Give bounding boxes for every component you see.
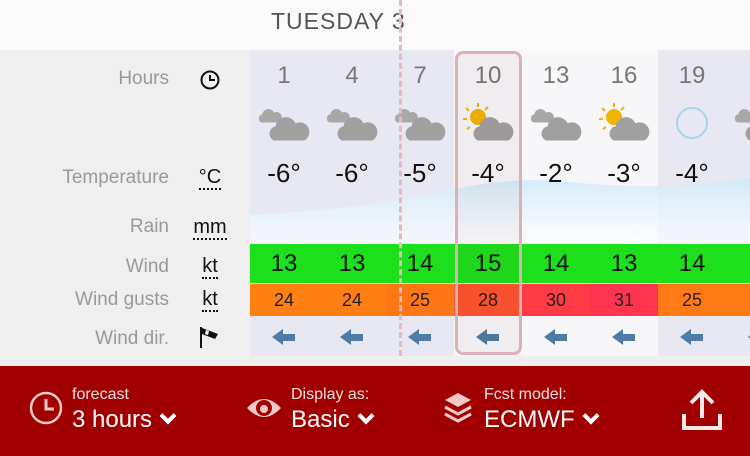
hour: 7 <box>413 62 427 89</box>
gust-value: 28 <box>454 284 522 316</box>
day-separator <box>399 0 402 356</box>
day-title: TUESDAY 3 <box>271 8 406 34</box>
wind-arrow-icon <box>680 329 703 345</box>
forecast-column[interactable]: 19 -4° 14 25 <box>658 50 726 356</box>
temperature-value: -3° <box>607 158 641 188</box>
rain-unit[interactable]: mm <box>193 216 227 240</box>
wind-value: 13 <box>250 244 318 283</box>
wind-arrow-icon <box>476 329 499 345</box>
hour: 19 <box>678 62 706 89</box>
cloudy-night-icon <box>258 108 310 141</box>
display-label: Display as: <box>291 386 370 403</box>
wind-arrow-icon <box>340 329 363 345</box>
temperature-value: -2° <box>539 158 573 188</box>
temperature-value: -4° <box>675 158 709 188</box>
clock-icon <box>200 70 220 90</box>
hour: 16 <box>610 62 638 89</box>
model-value: ECMWF <box>484 406 575 433</box>
temperature-value: -4° <box>471 158 505 188</box>
chevron-down-icon <box>357 407 375 425</box>
eye-icon <box>247 399 281 417</box>
gust-value: 24 <box>250 284 318 316</box>
gust-value: 2 <box>726 284 750 316</box>
temperature-value: - <box>726 158 750 189</box>
cloudy-night-icon <box>326 108 378 141</box>
gust-value: 31 <box>590 284 658 316</box>
wind-value: 13 <box>590 244 658 283</box>
wind-value: 13 <box>318 244 386 283</box>
model-selector[interactable]: Fcst model: ECMWF <box>442 386 600 434</box>
wind-value: 1 <box>726 244 750 283</box>
hour: 13 <box>542 62 570 89</box>
wind-arrow-icon <box>544 329 567 345</box>
layers-icon <box>444 393 472 423</box>
wind-label: Wind <box>125 256 169 277</box>
gusts-label: Wind gusts <box>75 289 169 310</box>
rain-label: Rain <box>129 216 169 237</box>
gust-value: 25 <box>386 284 454 316</box>
forecast-column[interactable]: 1 -6° 13 24 <box>250 50 318 356</box>
day-header <box>0 0 750 50</box>
temperature-label: Temperature <box>62 167 169 188</box>
forecast-column[interactable]: 2 - 1 2 <box>726 50 750 356</box>
forecast-column[interactable]: 16 -3° 13 31 <box>590 50 658 356</box>
wind-value: 14 <box>386 244 454 283</box>
wind-arrow-icon <box>612 329 635 345</box>
wind-arrow-icon <box>272 329 295 345</box>
forecast-column[interactable]: 4 -6° 13 24 <box>318 50 386 356</box>
forecast-table: 1 -6° 13 24 4 -6° 13 24 7 -5° 14 25 10 -… <box>250 50 750 356</box>
wind-value: 15 <box>454 244 522 283</box>
cloudy-night-icon <box>734 109 750 141</box>
model-label: Fcst model: <box>484 386 567 403</box>
gusts-unit[interactable]: kt <box>202 288 218 312</box>
partly-sunny-icon <box>599 103 650 141</box>
forecast-column[interactable]: 10 -4° 15 28 <box>454 50 522 356</box>
temperature-value: -6° <box>267 158 301 188</box>
share-icon[interactable] <box>680 388 724 432</box>
windsock-icon <box>200 327 218 348</box>
footer-bar: forecast 3 hours Display as: Basic Fcst mo… <box>0 366 750 456</box>
gust-value: 30 <box>522 284 590 316</box>
chevron-down-icon <box>582 407 600 425</box>
temperature-unit[interactable]: °C <box>198 166 222 190</box>
hour: 10 <box>474 62 502 89</box>
forecast-selector[interactable]: forecast 3 hours <box>28 386 177 434</box>
hour: 1 <box>277 62 291 89</box>
wind-value: 14 <box>522 244 590 283</box>
temperature-value: -6° <box>335 158 369 188</box>
gust-value: 25 <box>658 284 726 316</box>
temperature-curve <box>250 178 750 244</box>
hour: 2 <box>726 62 750 90</box>
wind-value: 14 <box>658 244 726 283</box>
clear-night-icon <box>676 107 708 139</box>
forecast-column[interactable]: 13 -2° 14 30 <box>522 50 590 356</box>
chevron-down-icon <box>159 407 177 425</box>
cloudy-icon <box>530 108 582 141</box>
hour: 4 <box>345 62 359 89</box>
wind-unit[interactable]: kt <box>202 255 218 279</box>
partly-sunny-icon <box>463 103 514 141</box>
wind-dir-label: Wind dir. <box>95 328 169 349</box>
display-value: Basic <box>291 406 350 433</box>
gust-value: 24 <box>318 284 386 316</box>
forecast-value: 3 hours <box>72 406 153 433</box>
current-time-highlight <box>455 51 522 355</box>
wind-arrow-icon <box>408 329 431 345</box>
hours-label: Hours <box>118 68 169 89</box>
display-selector[interactable]: Display as: Basic <box>245 386 375 434</box>
forecast-column[interactable]: 7 -5° 14 25 <box>386 50 454 356</box>
forecast-label: forecast <box>72 386 129 403</box>
temperature-value: -5° <box>403 158 437 188</box>
clock-icon <box>29 391 63 425</box>
